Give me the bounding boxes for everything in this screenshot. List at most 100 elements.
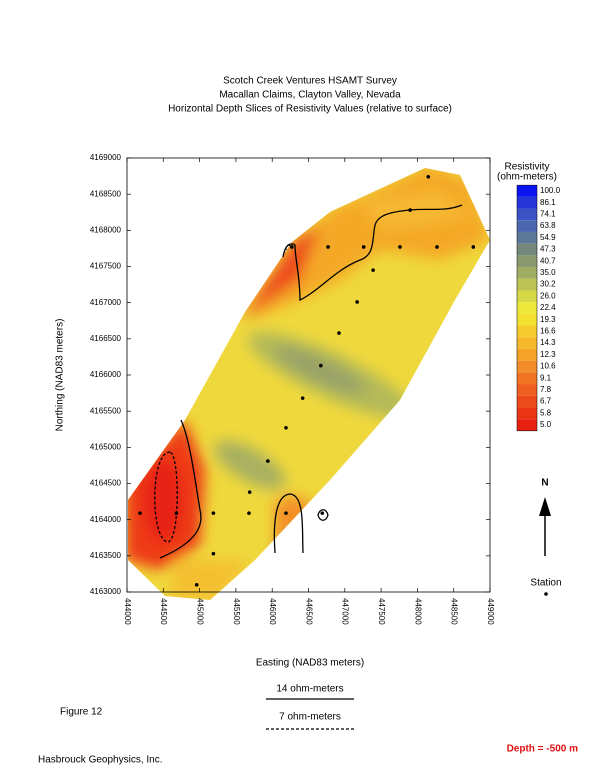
colorbar-swatch (517, 290, 537, 303)
station-legend-symbol (544, 592, 548, 596)
colorbar-swatch (517, 278, 537, 291)
station (211, 511, 216, 515)
station (371, 268, 375, 272)
x-tick-label: 448000 (413, 598, 422, 625)
colorbar-swatch (517, 384, 537, 396)
colorbar-label: 54.9 (540, 233, 556, 242)
x-tick-label: 447000 (341, 598, 350, 625)
contour-legend-label: 7 ohm-meters (279, 712, 341, 723)
colorbar-swatch (517, 325, 537, 338)
colorbar-swatch (517, 360, 537, 373)
colorbar-label: 6.7 (540, 397, 552, 406)
station (247, 490, 252, 494)
colorbar-label: 40.7 (540, 256, 556, 265)
y-tick-label: 4165500 (90, 406, 122, 415)
colorbar-swatch (517, 419, 537, 431)
colorbar-label: 19.3 (540, 315, 556, 324)
colorbar-label: 47.3 (540, 245, 556, 254)
colorbar-swatch (517, 395, 537, 408)
y-tick-label: 4169000 (90, 153, 122, 162)
colorbar-swatch (517, 220, 537, 232)
y-tick-label: 4168500 (90, 189, 122, 198)
credit: Hasbrouck Geophysics, Inc. (38, 755, 163, 766)
colorbar-label: 16.6 (540, 327, 556, 336)
station (284, 511, 288, 515)
station (266, 459, 270, 463)
station (355, 300, 359, 304)
colorbar-frame (516, 184, 538, 432)
x-tick-label: 445000 (195, 598, 204, 625)
station (326, 245, 330, 249)
station (247, 511, 251, 515)
y-tick-label: 4164000 (90, 515, 122, 524)
title-line: Horizontal Depth Slices of Resistivity V… (168, 104, 452, 115)
x-tick-label: 448500 (450, 598, 459, 625)
colorbar-swatch (517, 302, 537, 314)
colorbar-label: 35.0 (540, 268, 556, 277)
colorbar-label: 7.8 (540, 385, 552, 394)
x-tick-label: 444000 (123, 598, 132, 625)
station (290, 245, 294, 249)
station (174, 511, 179, 515)
y-tick-label: 4165000 (90, 442, 122, 451)
station (319, 363, 323, 368)
station (426, 175, 431, 179)
contour-legend-label: 14 ohm-meters (276, 684, 343, 695)
colorbar-label: 63.8 (540, 221, 556, 230)
colorbar-swatch (517, 337, 537, 349)
colorbar-label: 74.1 (540, 210, 556, 219)
station (408, 208, 412, 212)
colorbar-swatch (517, 208, 537, 221)
x-tick-label: 449000 (486, 598, 495, 625)
resistivity-field (128, 168, 490, 600)
y-tick-label: 4167500 (90, 262, 122, 271)
colorbar-swatch (517, 372, 537, 385)
station (337, 331, 341, 335)
y-tick-label: 4166000 (90, 370, 122, 379)
station (300, 396, 305, 400)
colorbar-label: 10.6 (540, 362, 556, 371)
figure-label: Figure 12 (60, 707, 103, 718)
colorbar-label: 30.2 (540, 280, 556, 289)
colorbar-swatch (517, 231, 537, 244)
station (361, 245, 366, 249)
colorbar-swatch (517, 313, 537, 326)
station (194, 582, 199, 587)
station (138, 511, 142, 515)
y-tick-label: 4163500 (90, 551, 122, 560)
colorbar-label: 86.1 (540, 198, 556, 207)
x-tick-label: 445500 (232, 598, 241, 625)
colorbar-swatch (517, 196, 537, 209)
title-line: Scotch Creek Ventures HSAMT Survey (223, 76, 397, 87)
y-axis-label: Northing (NAD83 meters) (55, 319, 66, 432)
station-legend-label: Station (530, 578, 561, 589)
station (398, 245, 402, 249)
colorbar-title: Resistivity (504, 162, 549, 173)
colorbar-swatch (517, 348, 537, 361)
x-tick-label: 446000 (268, 598, 277, 625)
colorbar-label: 100.0 (540, 186, 561, 195)
depth-label: Depth = -500 m (507, 744, 579, 755)
station (435, 245, 439, 249)
x-axis-label: Easting (NAD83 meters) (256, 658, 364, 669)
y-tick-label: 4166500 (90, 334, 122, 343)
station (471, 245, 476, 249)
title-line: Macallan Claims, Clayton Valley, Nevada (219, 90, 401, 101)
colorbar-label: 12.3 (540, 350, 556, 359)
station (320, 511, 325, 515)
y-tick-label: 4167000 (90, 298, 122, 307)
y-tick-label: 4164500 (90, 479, 122, 488)
colorbar-swatch (517, 243, 537, 256)
station (211, 551, 216, 556)
colorbar-swatch (517, 185, 537, 197)
north-label: N (541, 478, 548, 489)
x-tick-label: 444500 (159, 598, 168, 625)
colorbar-label: 5.0 (540, 420, 552, 429)
y-tick-label: 4163000 (90, 587, 122, 596)
colorbar-label: 22.4 (540, 303, 556, 312)
colorbar-label: 5.8 (540, 408, 552, 417)
colorbar-label: 9.1 (540, 373, 552, 382)
colorbar-swatch (517, 267, 537, 279)
colorbar-swatch (517, 407, 537, 420)
